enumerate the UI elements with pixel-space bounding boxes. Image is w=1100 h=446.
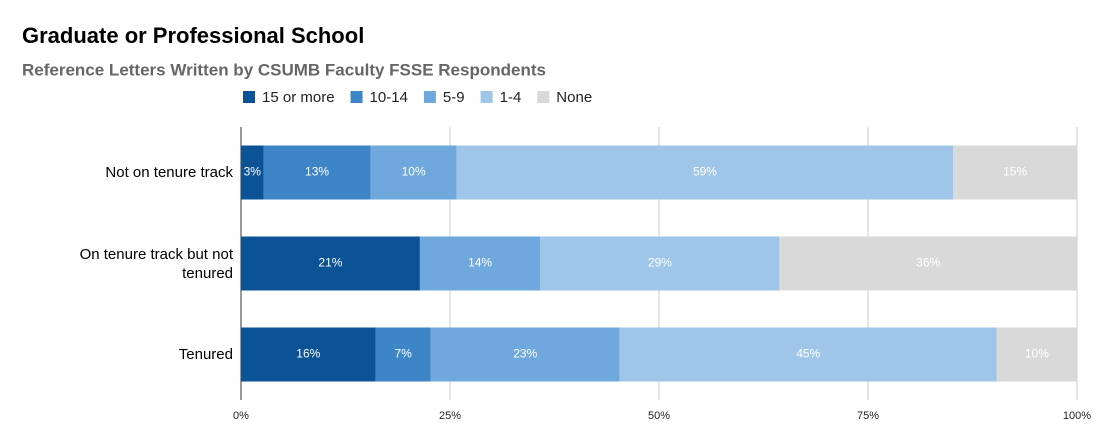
data-label: 23%: [513, 347, 537, 361]
legend-label: 10-14: [370, 89, 408, 106]
data-label: 29%: [648, 256, 672, 270]
bar-segment: [241, 327, 376, 382]
y-tick-label: On tenure track but not tenured: [79, 245, 233, 282]
chart-subtitle: Reference Letters Written by CSUMB Facul…: [22, 60, 546, 79]
bar-segment: [263, 145, 371, 200]
bar-segment: [456, 145, 954, 200]
legend-label: 1-4: [500, 89, 522, 106]
data-label: 21%: [318, 256, 342, 270]
x-tick-label: 25%: [439, 410, 461, 422]
bar-segment: [370, 145, 457, 200]
data-label: 10%: [1025, 347, 1049, 361]
x-tick-label: 0%: [233, 410, 249, 422]
legend-swatch: [537, 91, 550, 103]
data-label: 7%: [395, 347, 413, 361]
data-label: 13%: [305, 165, 329, 179]
legend-swatch: [243, 91, 255, 103]
legend-label: 15 or more: [262, 89, 335, 106]
legend-swatch: [423, 91, 436, 103]
bar-segment: [953, 145, 1077, 200]
y-tick-label: Tenured: [178, 346, 233, 363]
x-tick-label: 100%: [1063, 410, 1091, 422]
bar-segment: [241, 145, 264, 200]
bar-segment: [375, 327, 431, 382]
x-tick-label: 75%: [857, 410, 879, 422]
y-tick-label: Not on tenure track: [105, 164, 233, 181]
bar-segment: [241, 236, 420, 291]
data-label: 45%: [796, 347, 820, 361]
data-label: 15%: [1003, 165, 1027, 179]
bar-segment: [419, 236, 541, 291]
data-label: 36%: [916, 256, 940, 270]
data-label: 59%: [693, 165, 717, 179]
legend-swatch: [480, 91, 493, 103]
data-label: 16%: [296, 347, 320, 361]
x-tick-label: 50%: [648, 410, 670, 422]
data-label: 10%: [402, 165, 426, 179]
bar-segment: [540, 236, 780, 291]
bar-segment: [430, 327, 620, 382]
legend-label: 5-9: [443, 89, 465, 106]
legend-swatch: [350, 91, 363, 103]
data-label: 14%: [468, 256, 492, 270]
data-label: 3%: [244, 165, 262, 179]
legend-label: None: [556, 89, 592, 106]
bar-segment: [619, 327, 997, 382]
chart-title: Graduate or Professional School: [22, 23, 364, 48]
bar-segment: [996, 327, 1077, 382]
bar-segment: [779, 236, 1077, 291]
